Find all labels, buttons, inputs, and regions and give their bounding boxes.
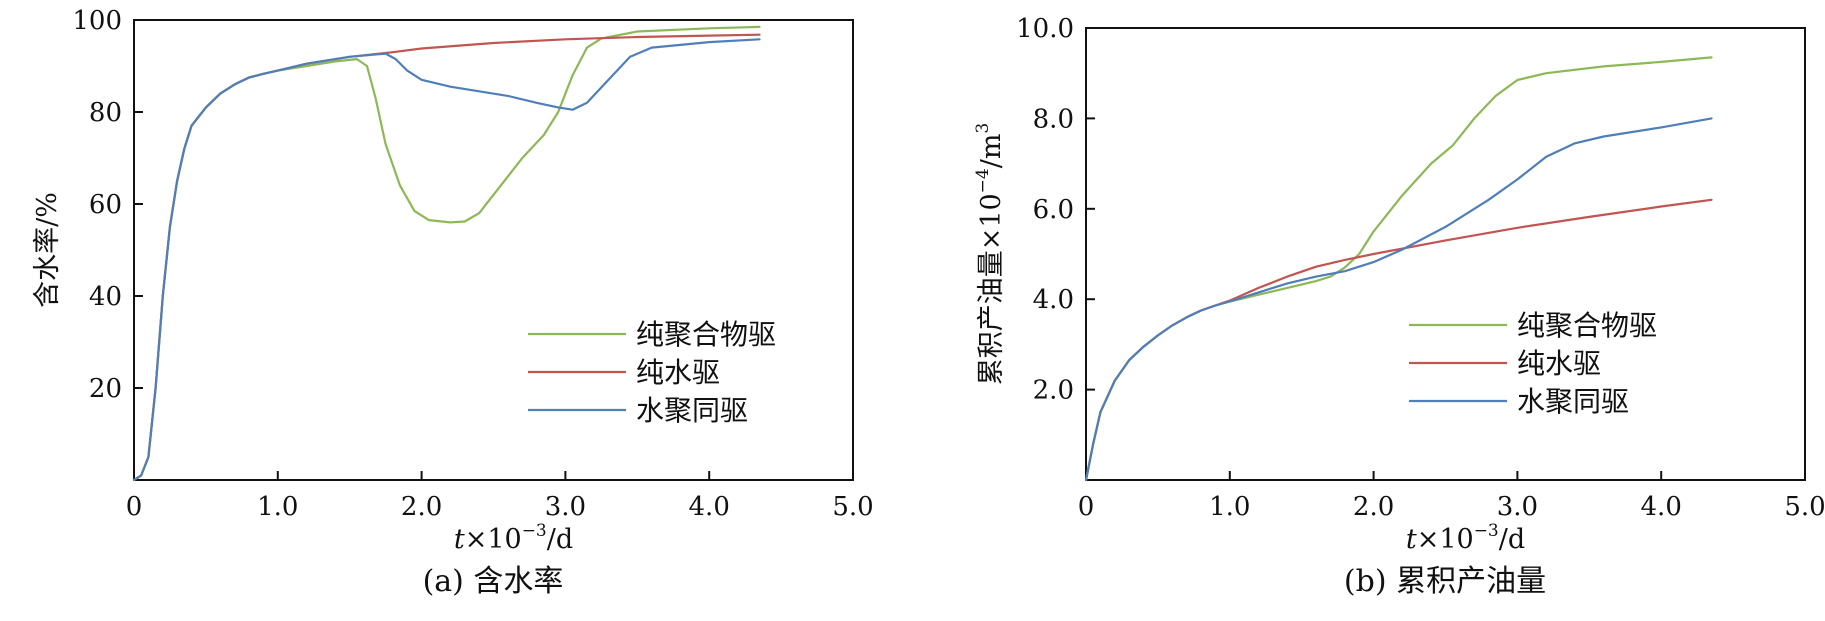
y-tick-label: 6.0 bbox=[1033, 195, 1074, 225]
x-tick-label: 2.0 bbox=[1353, 492, 1394, 522]
y-axis-label: 累积产油量×10−4/m3 bbox=[973, 123, 1007, 386]
legend-label: 纯聚合物驱 bbox=[1517, 309, 1657, 342]
x-tick-label: 4.0 bbox=[1641, 492, 1682, 522]
y-tick-label: 8.0 bbox=[1033, 104, 1074, 134]
x-axis-label: t×10−3/d bbox=[454, 521, 573, 555]
x-tick-label: 3.0 bbox=[1497, 492, 1538, 522]
x-axis-label: t×10−3/d bbox=[1406, 521, 1525, 555]
y-tick-label: 2.0 bbox=[1033, 376, 1074, 406]
x-tick-label: 1.0 bbox=[257, 492, 298, 522]
chart-cumulative-oil: 0 1.0 2.0 3.0 4.0 5.0 2.0 4.0 6.0 8.0 10.0 t×10−3/d… bbox=[973, 14, 1825, 599]
chart-caption: (b) 累积产油量 bbox=[1344, 564, 1546, 599]
legend-label: 水聚同驱 bbox=[1517, 385, 1629, 418]
y-axis-label: 含水率/% bbox=[32, 192, 63, 308]
chart-water-cut: 0 1.0 2.0 3.0 4.0 5.0 20 40 60 80 100 t×10−3/d 含水率/%… bbox=[32, 6, 874, 599]
y-tick-label: 40 bbox=[89, 282, 122, 312]
x-tick-label: 5.0 bbox=[1784, 492, 1825, 522]
x-tick-label: 4.0 bbox=[689, 492, 730, 522]
x-tick-label: 0 bbox=[126, 492, 143, 522]
series-line-3 bbox=[132, 38, 761, 482]
x-tick-label: 0 bbox=[1078, 492, 1095, 522]
plot-frame bbox=[133, 19, 854, 481]
chart-caption: (a) 含水率 bbox=[423, 564, 564, 599]
series-line-3 bbox=[1084, 117, 1713, 482]
y-tick-label: 20 bbox=[89, 374, 122, 404]
legend-label: 纯水驱 bbox=[636, 356, 720, 389]
legend-label: 水聚同驱 bbox=[636, 394, 748, 427]
x-tick-label: 5.0 bbox=[832, 492, 873, 522]
legend-label: 纯聚合物驱 bbox=[636, 318, 776, 351]
x-tick-label: 1.0 bbox=[1209, 492, 1250, 522]
y-tick-label: 80 bbox=[89, 98, 122, 128]
x-tick-label: 3.0 bbox=[545, 492, 586, 522]
y-tick-label: 4.0 bbox=[1033, 285, 1074, 315]
y-tick-label: 10.0 bbox=[1016, 14, 1074, 44]
legend-label: 纯水驱 bbox=[1517, 347, 1601, 380]
plot-frame bbox=[1085, 27, 1806, 481]
y-tick-label: 60 bbox=[89, 190, 122, 220]
y-tick-label: 100 bbox=[72, 6, 122, 36]
x-tick-label: 2.0 bbox=[401, 492, 442, 522]
